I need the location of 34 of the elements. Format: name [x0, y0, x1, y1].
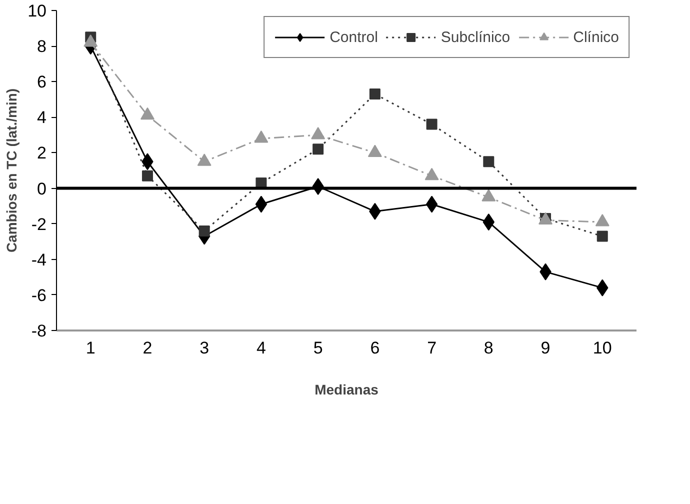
y-tick-label: -2 [31, 214, 47, 234]
x-tick-label: 8 [484, 338, 494, 358]
x-axis-title: Medianas [314, 382, 379, 398]
point [426, 196, 438, 213]
y-tick-label: -4 [31, 250, 47, 270]
y-tick-label: 6 [37, 72, 47, 92]
point [198, 225, 210, 236]
y-tick-label: -6 [31, 286, 47, 305]
y-axis-title: Cambios en TC (lat./min) [4, 88, 20, 253]
y-tick-label: -8 [31, 322, 47, 340]
point [483, 156, 494, 168]
point [596, 230, 608, 242]
x-tick-label: 7 [427, 338, 437, 358]
point [426, 118, 438, 130]
point [369, 88, 380, 100]
point [312, 144, 324, 155]
x-tick-label: 10 [592, 338, 612, 358]
y-tick-label: 2 [37, 144, 47, 163]
y-tick-label: 0 [37, 179, 47, 198]
x-tick-label: 4 [256, 338, 266, 358]
y-tick-label: 10 [28, 2, 47, 20]
point [142, 170, 153, 182]
x-tick-label: 5 [313, 338, 323, 358]
x-tick-label: 2 [142, 338, 152, 358]
x-tick-label: 1 [86, 338, 96, 358]
x-tick-label: 3 [200, 338, 210, 358]
x-tick-label: 9 [540, 338, 550, 358]
legend-label: Subclínico [440, 28, 510, 46]
legend-label: Clínico [573, 28, 619, 46]
y-tick-label: 4 [37, 108, 47, 128]
point [255, 196, 268, 213]
x-tick-label: 6 [370, 338, 380, 358]
y-tick-label: 8 [37, 37, 47, 56]
legend-label: Control [330, 28, 378, 46]
